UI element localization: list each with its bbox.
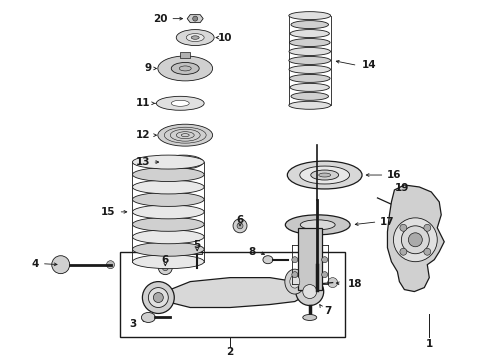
Ellipse shape (172, 62, 199, 75)
Text: 18: 18 (347, 279, 362, 289)
Text: 2: 2 (226, 347, 234, 357)
Circle shape (193, 16, 197, 21)
Ellipse shape (303, 315, 317, 320)
Circle shape (303, 285, 317, 298)
Ellipse shape (290, 30, 329, 37)
Text: 19: 19 (394, 183, 409, 193)
Circle shape (424, 224, 431, 231)
Circle shape (296, 278, 324, 306)
Circle shape (408, 233, 422, 247)
Ellipse shape (142, 312, 155, 323)
Ellipse shape (191, 36, 199, 39)
Ellipse shape (132, 230, 204, 244)
Ellipse shape (285, 269, 305, 294)
Circle shape (393, 218, 437, 262)
Ellipse shape (311, 170, 339, 180)
Text: 13: 13 (136, 157, 150, 167)
Text: 14: 14 (362, 60, 377, 71)
Ellipse shape (132, 255, 204, 269)
Circle shape (148, 288, 168, 307)
Ellipse shape (158, 124, 213, 146)
Polygon shape (388, 185, 444, 292)
Ellipse shape (179, 66, 191, 71)
Circle shape (292, 272, 298, 278)
Bar (298, 228, 322, 289)
Circle shape (162, 265, 168, 271)
Circle shape (292, 257, 298, 263)
Circle shape (52, 256, 70, 274)
Circle shape (299, 279, 311, 291)
Ellipse shape (158, 56, 213, 81)
Bar (180, 53, 190, 58)
Circle shape (392, 201, 406, 215)
Circle shape (322, 257, 328, 263)
Circle shape (401, 226, 429, 254)
Bar (192, 247, 202, 254)
Ellipse shape (186, 33, 204, 41)
Circle shape (400, 224, 407, 231)
Text: 6: 6 (236, 215, 244, 225)
Ellipse shape (132, 193, 204, 206)
Text: 7: 7 (324, 306, 331, 316)
Ellipse shape (300, 220, 335, 230)
Text: 17: 17 (380, 217, 395, 227)
Circle shape (143, 282, 174, 314)
Ellipse shape (132, 167, 204, 181)
Text: 8: 8 (248, 247, 256, 257)
Ellipse shape (263, 256, 273, 264)
Ellipse shape (172, 100, 189, 106)
Ellipse shape (289, 66, 331, 73)
Ellipse shape (285, 215, 350, 235)
Ellipse shape (289, 48, 331, 55)
Text: 1: 1 (426, 339, 433, 349)
Ellipse shape (291, 92, 328, 100)
Ellipse shape (290, 84, 329, 91)
Text: 11: 11 (136, 98, 150, 108)
Ellipse shape (300, 166, 349, 184)
Text: 16: 16 (387, 170, 402, 180)
Polygon shape (187, 15, 203, 23)
Ellipse shape (291, 21, 328, 28)
Ellipse shape (132, 205, 204, 219)
Ellipse shape (176, 30, 214, 45)
Circle shape (237, 223, 243, 229)
Ellipse shape (156, 96, 204, 110)
Text: 4: 4 (31, 259, 39, 269)
Circle shape (158, 261, 172, 275)
Circle shape (400, 248, 407, 255)
Text: 10: 10 (218, 32, 232, 42)
Bar (121, 252, 344, 337)
Ellipse shape (163, 155, 203, 169)
Ellipse shape (289, 12, 331, 20)
Ellipse shape (289, 57, 331, 64)
Text: 12: 12 (136, 130, 150, 140)
Circle shape (396, 205, 402, 211)
Polygon shape (171, 278, 302, 307)
Ellipse shape (290, 75, 330, 82)
Circle shape (328, 278, 338, 288)
Text: 5: 5 (194, 240, 201, 250)
Text: 20: 20 (153, 14, 168, 24)
Ellipse shape (132, 180, 204, 194)
Ellipse shape (290, 275, 300, 288)
Ellipse shape (132, 217, 204, 231)
Ellipse shape (132, 242, 204, 256)
Text: 3: 3 (130, 319, 137, 329)
Ellipse shape (318, 173, 331, 177)
Text: 9: 9 (145, 63, 152, 73)
Text: 15: 15 (101, 207, 116, 217)
Ellipse shape (289, 101, 331, 109)
Circle shape (153, 293, 163, 302)
Circle shape (106, 261, 115, 269)
Text: 6: 6 (162, 255, 169, 265)
Circle shape (322, 272, 328, 278)
Circle shape (233, 219, 247, 233)
Ellipse shape (287, 161, 362, 189)
Ellipse shape (132, 155, 204, 169)
Ellipse shape (290, 39, 330, 46)
Circle shape (424, 248, 431, 255)
